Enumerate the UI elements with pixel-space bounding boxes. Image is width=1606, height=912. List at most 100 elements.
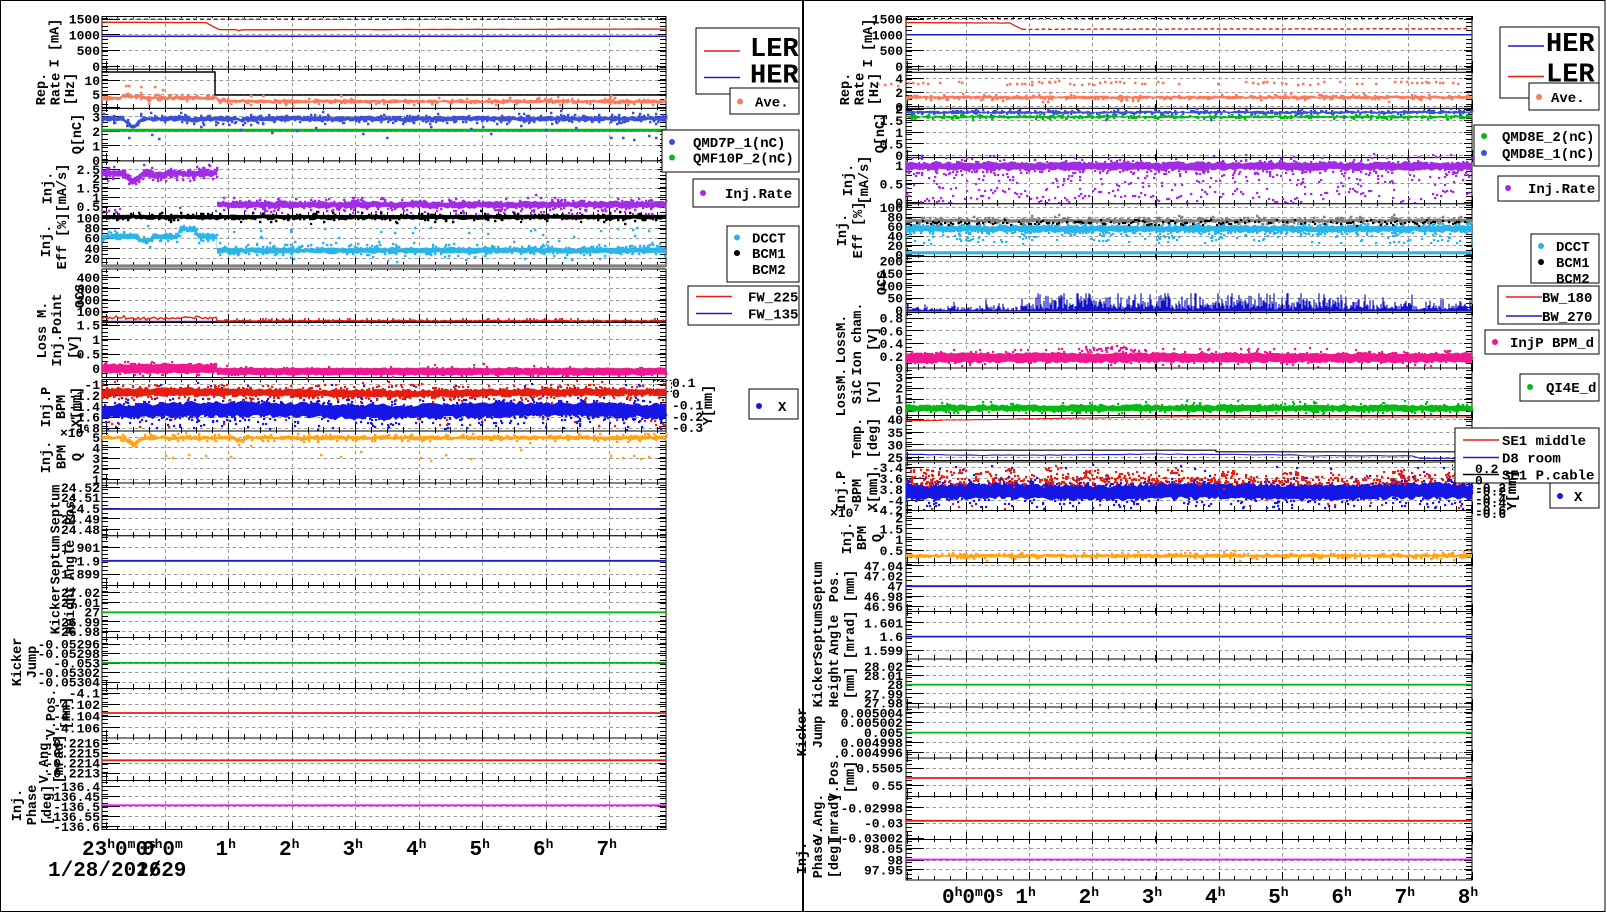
svg-text:300: 300 [77, 282, 101, 297]
svg-text:LossM.: LossM. [835, 315, 850, 364]
svg-text:V.Pos.: V.Pos. [828, 753, 843, 802]
svg-text:0.5: 0.5 [880, 544, 904, 559]
svg-text:X[mm]: X[mm] [867, 471, 882, 512]
svg-text:BCM2: BCM2 [752, 263, 786, 279]
svg-text:2: 2 [895, 86, 903, 101]
svg-text:OCS: OCS [74, 284, 89, 308]
svg-text:24.49: 24.49 [61, 512, 100, 527]
svg-text:BPM: BPM [851, 479, 866, 503]
svg-text:Q: Q [871, 534, 886, 542]
svg-text:0: 0 [895, 100, 903, 115]
svg-text:150: 150 [880, 267, 904, 282]
svg-text:500: 500 [880, 44, 904, 59]
svg-text:0.5: 0.5 [880, 137, 904, 152]
svg-text:Inj.Rate: Inj.Rate [725, 187, 792, 203]
svg-text:1.5: 1.5 [77, 319, 101, 334]
svg-text:-0.6: -0.6 [1475, 507, 1506, 522]
svg-text:-3.8: -3.8 [872, 483, 903, 498]
svg-text:InjP BPM_d: InjP BPM_d [1510, 336, 1594, 352]
svg-text:0: 0 [895, 404, 903, 419]
svg-text:28: 28 [887, 678, 903, 693]
svg-text:Inj.: Inj. [40, 441, 55, 473]
svg-text:200: 200 [880, 255, 904, 270]
svg-text:-0.05296: -0.05296 [38, 638, 101, 653]
svg-text:Eff [%]: Eff [%] [852, 202, 867, 259]
svg-text:0.5: 0.5 [880, 177, 904, 192]
svg-text:Kicker: Kicker [50, 586, 65, 635]
svg-text:DCCT: DCCT [1556, 240, 1590, 256]
svg-text:1/29: 1/29 [136, 860, 186, 883]
svg-text:Q[nC]: Q[nC] [71, 114, 86, 155]
svg-text:20: 20 [887, 239, 903, 254]
svg-text:1: 1 [895, 533, 903, 548]
svg-text:-4.102: -4.102 [53, 698, 100, 713]
svg-text:[mm]: [mm] [60, 697, 75, 729]
svg-text:[mA/s]: [mA/s] [56, 164, 71, 213]
svg-text:3: 3 [92, 452, 100, 467]
svg-text:28.01: 28.01 [864, 669, 903, 684]
svg-text:BCM1: BCM1 [752, 247, 786, 263]
svg-text:-4.106: -4.106 [53, 721, 100, 736]
svg-text:4: 4 [92, 441, 100, 456]
svg-text:Rate: Rate [854, 73, 869, 105]
svg-text:1.5: 1.5 [77, 182, 101, 197]
svg-text:-0.2216: -0.2216 [45, 737, 100, 752]
svg-text:BCM1: BCM1 [1556, 256, 1590, 272]
svg-text:1.6: 1.6 [880, 630, 904, 645]
svg-text:-3.6: -3.6 [872, 472, 903, 487]
svg-text:-0.05298: -0.05298 [38, 647, 101, 662]
svg-text:Inj.: Inj. [42, 172, 57, 204]
svg-text:0: 0 [1475, 473, 1483, 488]
svg-text:-0.4: -0.4 [1475, 492, 1506, 507]
svg-text:-4.104: -4.104 [53, 710, 100, 725]
svg-text:[V]: [V] [68, 335, 83, 359]
svg-text:5: 5 [92, 431, 100, 446]
svg-text:Height: Height [828, 659, 843, 708]
svg-text:-0.05302: -0.05302 [38, 666, 101, 681]
svg-text:-4.2: -4.2 [872, 504, 903, 519]
svg-text:Rep.: Rep. [35, 73, 50, 105]
svg-text:1000: 1000 [69, 28, 100, 43]
svg-text:2: 2 [895, 382, 903, 397]
svg-text:0: 0 [672, 387, 680, 402]
svg-text:1: 1 [92, 473, 100, 488]
svg-text:2.5: 2.5 [77, 163, 101, 178]
svg-text:0: 0 [92, 154, 100, 169]
svg-text:-1: -1 [84, 378, 100, 393]
svg-text:[mm]: [mm] [844, 570, 859, 602]
svg-text:-1.4: -1.4 [69, 400, 100, 415]
svg-text:Q[nC]: Q[nC] [874, 113, 889, 154]
svg-text:40: 40 [887, 230, 903, 245]
svg-text:2: 2 [92, 125, 100, 140]
svg-text:80: 80 [84, 222, 100, 237]
svg-text:0.005004: 0.005004 [841, 706, 904, 721]
svg-text:2: 2 [895, 512, 903, 527]
svg-text:0.004996: 0.004996 [841, 746, 904, 761]
svg-text:100: 100 [880, 201, 904, 216]
svg-text:0.6: 0.6 [880, 324, 904, 339]
svg-text:25: 25 [887, 451, 903, 466]
svg-text:-0.2: -0.2 [1475, 485, 1506, 500]
svg-text:200: 200 [77, 294, 101, 309]
svg-text:3: 3 [895, 371, 903, 386]
svg-text:-0.2: -0.2 [672, 410, 703, 425]
svg-text:BPM: BPM [56, 445, 71, 469]
svg-text:Q: Q [71, 453, 86, 461]
svg-text:0.55: 0.55 [872, 779, 903, 794]
svg-text:-0.05304: -0.05304 [38, 676, 101, 691]
svg-text:1: 1 [92, 191, 100, 206]
svg-text:I [mA]: I [mA] [49, 19, 64, 68]
svg-text:0.2: 0.2 [880, 350, 904, 365]
svg-text:HER: HER [750, 62, 799, 92]
svg-text:47.02: 47.02 [864, 570, 903, 585]
svg-text:-136.55: -136.55 [45, 810, 100, 825]
svg-text:Ave.: Ave. [755, 96, 789, 112]
svg-text:[V]: [V] [867, 327, 882, 351]
svg-text:V.Pos.: V.Pos. [45, 689, 60, 738]
svg-text:100: 100 [77, 305, 101, 320]
svg-text:D8 room: D8 room [1502, 452, 1561, 468]
svg-text:Inj.Rate: Inj.Rate [1528, 182, 1595, 198]
svg-text:27: 27 [84, 606, 100, 621]
svg-text:1500: 1500 [69, 13, 100, 28]
svg-text:SE1 middle: SE1 middle [1502, 434, 1586, 450]
